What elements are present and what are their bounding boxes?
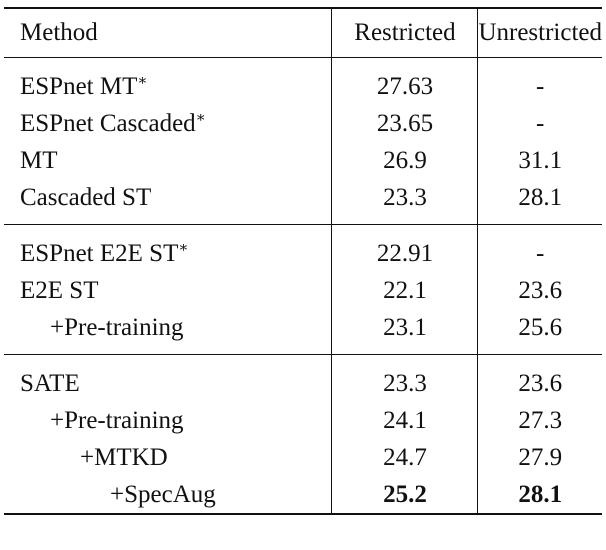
results-table: Method Restricted Unrestricted ESPnet MT…	[4, 7, 602, 515]
method-cell: E2E ST	[20, 277, 99, 304]
method-cell: ESPnet MT∗	[4, 58, 332, 106]
mark: ∗	[195, 110, 206, 126]
method-cell: MT	[20, 147, 58, 174]
method-cell: Cascaded ST	[20, 184, 152, 211]
cell: 22.91	[331, 224, 478, 272]
cell: 31.1	[477, 142, 602, 179]
method-cell: +Pre-training	[50, 314, 184, 341]
header-cell: Restricted	[331, 8, 478, 58]
row: +SpecAug 25.2 28.1	[4, 476, 602, 514]
method: ESPnet E2E ST	[20, 240, 179, 267]
mark: ∗	[178, 240, 189, 256]
cell: 28.1	[477, 476, 602, 514]
row: MT 26.9 31.1	[4, 142, 602, 179]
row: ESPnet MT∗ 27.63 -	[4, 57, 602, 106]
method: ESPnet MT	[20, 73, 138, 100]
cell: 23.65	[331, 105, 478, 142]
cell: 27.63	[331, 57, 478, 105]
best-value: 25.2	[383, 481, 427, 508]
header-cell: Unrestricted	[477, 8, 602, 58]
cell: 25.6	[477, 309, 602, 355]
cell: 23.6	[477, 272, 602, 309]
row: ESPnet Cascaded∗ 23.65 -	[4, 105, 602, 142]
cell: -	[477, 57, 602, 105]
cell: -	[477, 105, 602, 142]
method-cell: +SpecAug	[110, 481, 216, 508]
method-cell: ESPnet E2E ST∗	[4, 225, 332, 273]
method-cell: SATE	[20, 370, 80, 397]
row: +MTKD 24.7 27.9	[4, 439, 602, 476]
row: ESPnet E2E ST∗ 22.91 -	[4, 224, 602, 273]
row-group: ESPnet E2E ST∗ 22.91 - E2E ST 22.1 23.6 …	[4, 224, 602, 355]
cell: 22.1	[331, 272, 478, 309]
cell: 25.2	[331, 476, 478, 514]
cell: 26.9	[331, 142, 478, 179]
method-cell: ESPnet Cascaded∗	[4, 105, 332, 142]
row: +Pre-training 23.1 25.6	[4, 309, 602, 355]
row-group: ESPnet MT∗ 27.63 - ESPnet Cascaded∗ 23.6…	[4, 57, 602, 225]
cell: -	[477, 224, 602, 272]
mark: ∗	[137, 73, 148, 89]
header-cell: Method	[20, 19, 98, 46]
method-cell: +Pre-training	[50, 407, 184, 434]
cell: 28.1	[477, 179, 602, 225]
row: Cascaded ST 23.3 28.1	[4, 179, 602, 225]
cell: 23.1	[331, 309, 478, 355]
cell: 27.3	[477, 402, 602, 439]
cell: 23.6	[477, 354, 602, 402]
row-group: SATE 23.3 23.6 +Pre-training 24.1 27.3 +…	[4, 354, 602, 514]
row: SATE 23.3 23.6	[4, 354, 602, 402]
method-cell: +MTKD	[80, 444, 168, 471]
header-row: Method Restricted Unrestricted	[4, 8, 602, 58]
cell: 24.1	[331, 402, 478, 439]
cell: 27.9	[477, 439, 602, 476]
cell: 24.7	[331, 439, 478, 476]
best-value: 28.1	[518, 481, 563, 508]
cell: 23.3	[331, 354, 478, 402]
method: ESPnet Cascaded	[20, 110, 196, 137]
row: +Pre-training 24.1 27.3	[4, 402, 602, 439]
cell: 23.3	[331, 179, 478, 225]
row: E2E ST 22.1 23.6	[4, 272, 602, 309]
